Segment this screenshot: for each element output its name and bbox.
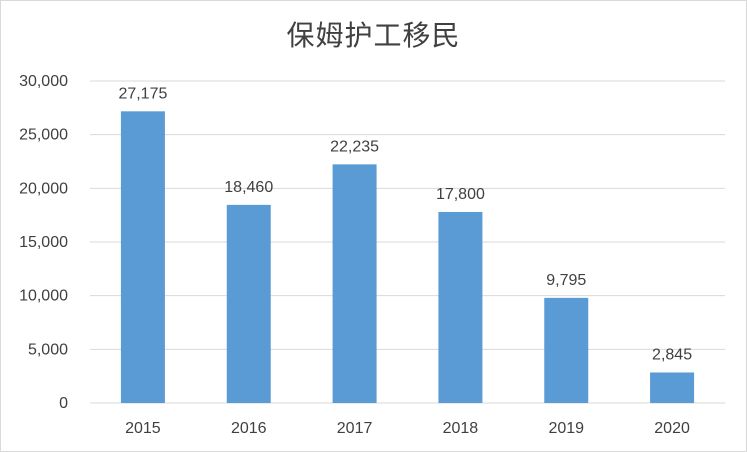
bar (650, 372, 695, 403)
data-label: 17,800 (436, 186, 485, 203)
x-tick-label: 2020 (654, 420, 690, 437)
bar (438, 211, 483, 403)
x-tick-label: 2016 (231, 420, 267, 437)
y-tick-label: 5,000 (28, 341, 68, 358)
y-tick-label: 0 (59, 395, 68, 412)
x-tick-label: 2018 (443, 420, 479, 437)
y-tick-label: 10,000 (19, 288, 68, 305)
data-label: 22,235 (330, 138, 379, 155)
x-tick-label: 2015 (125, 420, 161, 437)
bar (120, 111, 165, 404)
chart-title: 保姆护工移民 (286, 19, 461, 52)
y-tick-label: 25,000 (19, 127, 68, 144)
data-label: 2,845 (652, 346, 692, 363)
x-tick-label: 2017 (337, 420, 373, 437)
data-label: 18,460 (224, 179, 273, 196)
bar (544, 297, 589, 403)
x-tick-label: 2019 (548, 420, 584, 437)
y-tick-label: 30,000 (19, 73, 68, 90)
y-tick-label: 20,000 (19, 180, 68, 197)
data-label: 9,795 (546, 272, 586, 289)
data-label: 27,175 (118, 85, 167, 102)
bar (332, 164, 377, 403)
y-tick-label: 15,000 (19, 234, 68, 251)
bar (226, 204, 271, 403)
